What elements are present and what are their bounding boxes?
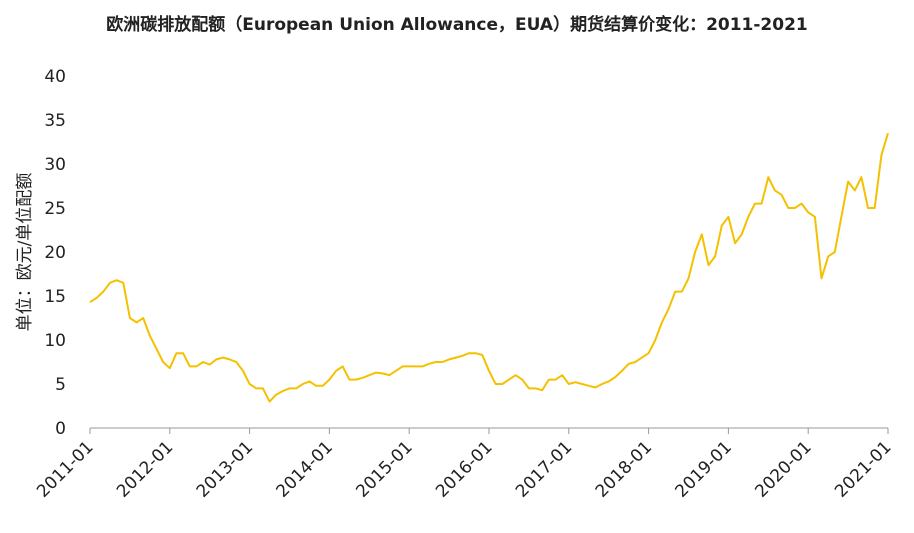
x-tick-label: 2012-01 — [113, 437, 177, 501]
x-tick-label: 2017-01 — [512, 437, 576, 501]
y-tick-label: 25 — [44, 199, 66, 219]
y-axis-label: 单位：欧元/单位配额 — [15, 173, 35, 332]
y-tick-label: 20 — [44, 243, 66, 263]
x-tick-label: 2015-01 — [352, 437, 416, 501]
x-tick-label: 2013-01 — [193, 437, 257, 501]
x-tick-label: 2021-01 — [831, 437, 895, 501]
y-tick-label: 35 — [44, 111, 66, 131]
x-tick-label: 2016-01 — [432, 437, 496, 501]
x-tick-label: 2014-01 — [273, 437, 337, 501]
y-tick-label: 10 — [44, 331, 66, 351]
y-tick-label: 5 — [55, 375, 66, 395]
price-line — [89, 132, 889, 403]
chart-title: 欧洲碳排放配额（European Union Allowance，EUA）期货结… — [106, 14, 808, 35]
x-tick-label: 2018-01 — [592, 437, 656, 501]
x-tick-label: 2020-01 — [751, 437, 815, 501]
y-tick-label: 0 — [55, 419, 66, 439]
y-tick-label: 15 — [44, 287, 66, 307]
y-tick-label: 30 — [44, 155, 66, 175]
y-tick-label: 40 — [44, 67, 66, 87]
x-tick-label: 2019-01 — [672, 437, 736, 501]
x-tick-label: 2011-01 — [33, 437, 97, 501]
